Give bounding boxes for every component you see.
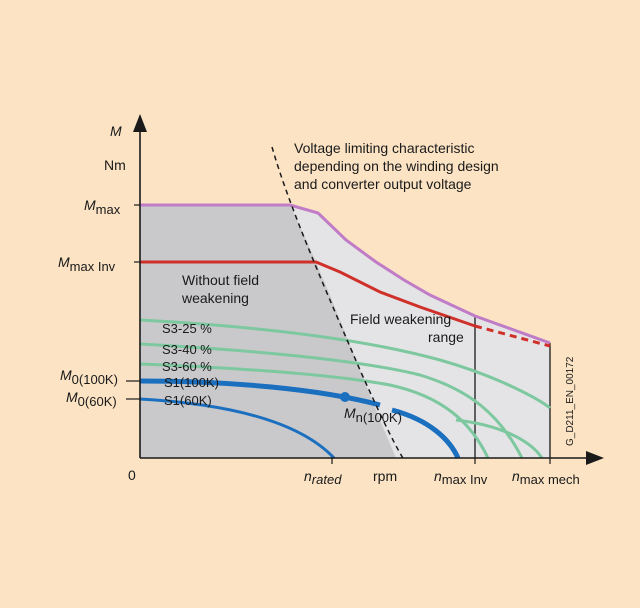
label-m-max: Mmax xyxy=(84,197,121,217)
voltage-limit-curve xyxy=(271,146,405,461)
label-m0-100k: M0(100K) xyxy=(60,367,118,387)
s3-25-curve xyxy=(139,318,551,410)
field-weak-line1: Field weakening xyxy=(350,311,451,327)
field-weak-line2: range xyxy=(428,329,464,345)
s1-100k-curve-continued xyxy=(391,407,461,460)
s1-60k-curve xyxy=(139,397,336,460)
x-axis-arrowhead xyxy=(586,451,604,465)
label-n-rated: nrated xyxy=(304,468,342,487)
s3-extra-curve xyxy=(455,418,544,459)
y-axis-arrowhead xyxy=(133,114,147,132)
voltage-annotation-line3: and converter output voltage xyxy=(294,176,472,192)
label-s1-100k: S1(100K) xyxy=(164,375,219,390)
label-s3-60: S3-60 % xyxy=(162,359,212,374)
label-m0-60k: M0(60K) xyxy=(66,389,117,409)
rated-point-marker xyxy=(340,392,350,402)
label-m-max-inv: Mmax Inv xyxy=(58,254,116,274)
label-s3-40: S3-40 % xyxy=(162,342,212,357)
s1-100k-curve xyxy=(139,378,381,408)
y-axis-symbol: M xyxy=(110,123,122,139)
s3-40-curve xyxy=(139,342,524,459)
without-fw-line1: Without field xyxy=(182,272,259,288)
label-s1-60k: S1(60K) xyxy=(164,393,212,408)
without-fw-line2: weakening xyxy=(181,290,249,306)
origin-label: 0 xyxy=(128,467,136,483)
y-axis-unit: Nm xyxy=(104,157,126,173)
m-max-inv-curve-dashed xyxy=(474,324,551,348)
m-max-curve xyxy=(140,203,551,345)
m-max-inv-curve xyxy=(140,260,476,328)
x-axis-unit: rpm xyxy=(373,468,397,484)
doc-code: G_D211_EN_00172 xyxy=(565,356,576,446)
label-n-max-mech: nmax mech xyxy=(512,468,580,487)
mn-label: Mn(100K) xyxy=(344,405,402,425)
label-n-max-inv: nmax Inv xyxy=(434,468,488,487)
voltage-annotation-line2: depending on the winding design xyxy=(294,158,499,174)
label-s3-25: S3-25 % xyxy=(162,321,212,336)
voltage-annotation-line1: Voltage limiting characteristic xyxy=(294,140,475,156)
